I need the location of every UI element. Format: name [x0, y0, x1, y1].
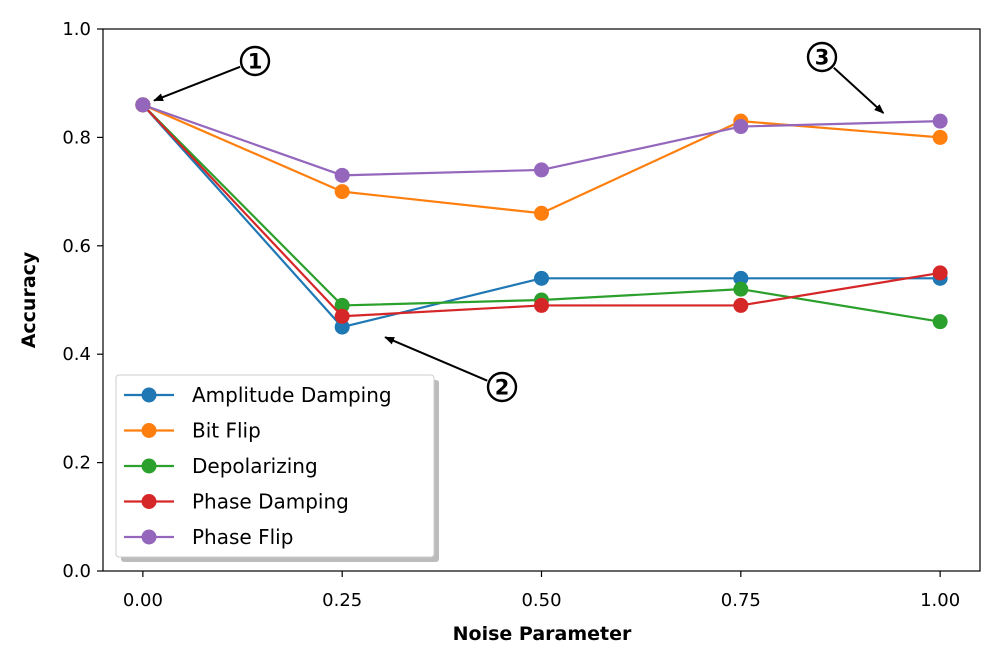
data-point: [932, 265, 948, 281]
data-point: [334, 297, 350, 313]
annotation-arrow: [153, 65, 241, 102]
annotation-arrow: [384, 336, 488, 382]
axes: 0.00 0.25 0.50 0.75 1.00 0.0 0.2 0.4 0.6 0.8 1.0: [62, 19, 981, 611]
legend-item: Bit Flip: [124, 419, 261, 443]
legend-item: Phase Damping: [124, 490, 349, 514]
legend-item: Depolarizing: [124, 454, 318, 478]
legend-label: Depolarizing: [192, 454, 318, 478]
data-point: [534, 297, 549, 313]
annotation-circle: [806, 41, 838, 73]
annotation-number: 2: [495, 376, 510, 400]
data-point: [534, 162, 549, 178]
data-point: [932, 113, 948, 129]
data-point: [334, 184, 350, 200]
legend: Amplitude Damping Bit Flip Depolarizing Pha…: [115, 374, 439, 562]
annotation-number: 1: [248, 50, 263, 74]
y-tick-label: 1.0: [62, 19, 91, 40]
y-tick-label: 0.6: [62, 236, 91, 257]
x-tick-label: 1.00: [920, 590, 960, 611]
annotation-number: 3: [815, 46, 830, 70]
y-axis-label: Accuracy: [18, 251, 40, 348]
legend-swatch-marker: [141, 458, 157, 474]
legend-item: Phase Flip: [124, 525, 293, 549]
series-phase-flip: [135, 97, 948, 183]
y-tick-label: 0.0: [62, 561, 91, 582]
data-point: [733, 281, 749, 297]
data-point: [733, 297, 749, 313]
x-axis-label: Noise Parameter: [453, 623, 632, 645]
data-point: [733, 119, 749, 135]
legend-label: Phase Flip: [192, 525, 293, 549]
series-line: [142, 103, 941, 215]
legend-swatch-marker: [141, 423, 157, 438]
legend-swatch-marker: [141, 529, 157, 545]
legend-swatch-marker: [141, 387, 157, 403]
annotation-1: 1: [153, 45, 271, 102]
x-tick-label: 0.25: [322, 590, 362, 611]
legend-label: Phase Damping: [192, 490, 349, 514]
data-point: [334, 319, 350, 335]
data-point: [135, 97, 151, 113]
annotation-arrow: [833, 67, 885, 114]
annotation-circle: [239, 45, 271, 77]
annotations: 1 2 3: [153, 41, 885, 403]
legend-box: [115, 374, 435, 558]
series-group: [135, 97, 948, 335]
annotation-circle: [486, 371, 518, 403]
legend-label: Bit Flip: [192, 419, 261, 443]
annotation-3: 3: [806, 41, 885, 114]
legend-item: Amplitude Damping: [124, 383, 392, 407]
y-tick-label: 0.2: [62, 453, 91, 474]
x-tick-label: 0.75: [721, 590, 761, 611]
y-tick-label: 0.4: [62, 344, 91, 365]
y-tick-label: 0.8: [62, 127, 91, 148]
annotation-2: 2: [384, 336, 518, 403]
data-point: [334, 308, 350, 324]
x-tick-label: 0.00: [123, 590, 163, 611]
legend-label: Amplitude Damping: [192, 383, 392, 407]
data-point: [932, 314, 948, 330]
data-point: [334, 167, 350, 183]
legend-swatch-marker: [141, 494, 157, 509]
data-point: [534, 205, 549, 221]
data-point: [932, 129, 948, 145]
series-bit-flip: [135, 97, 948, 221]
x-tick-label: 0.50: [521, 590, 561, 611]
data-point: [733, 270, 749, 286]
series-phase-damping: [135, 97, 948, 324]
data-point: [534, 270, 549, 286]
